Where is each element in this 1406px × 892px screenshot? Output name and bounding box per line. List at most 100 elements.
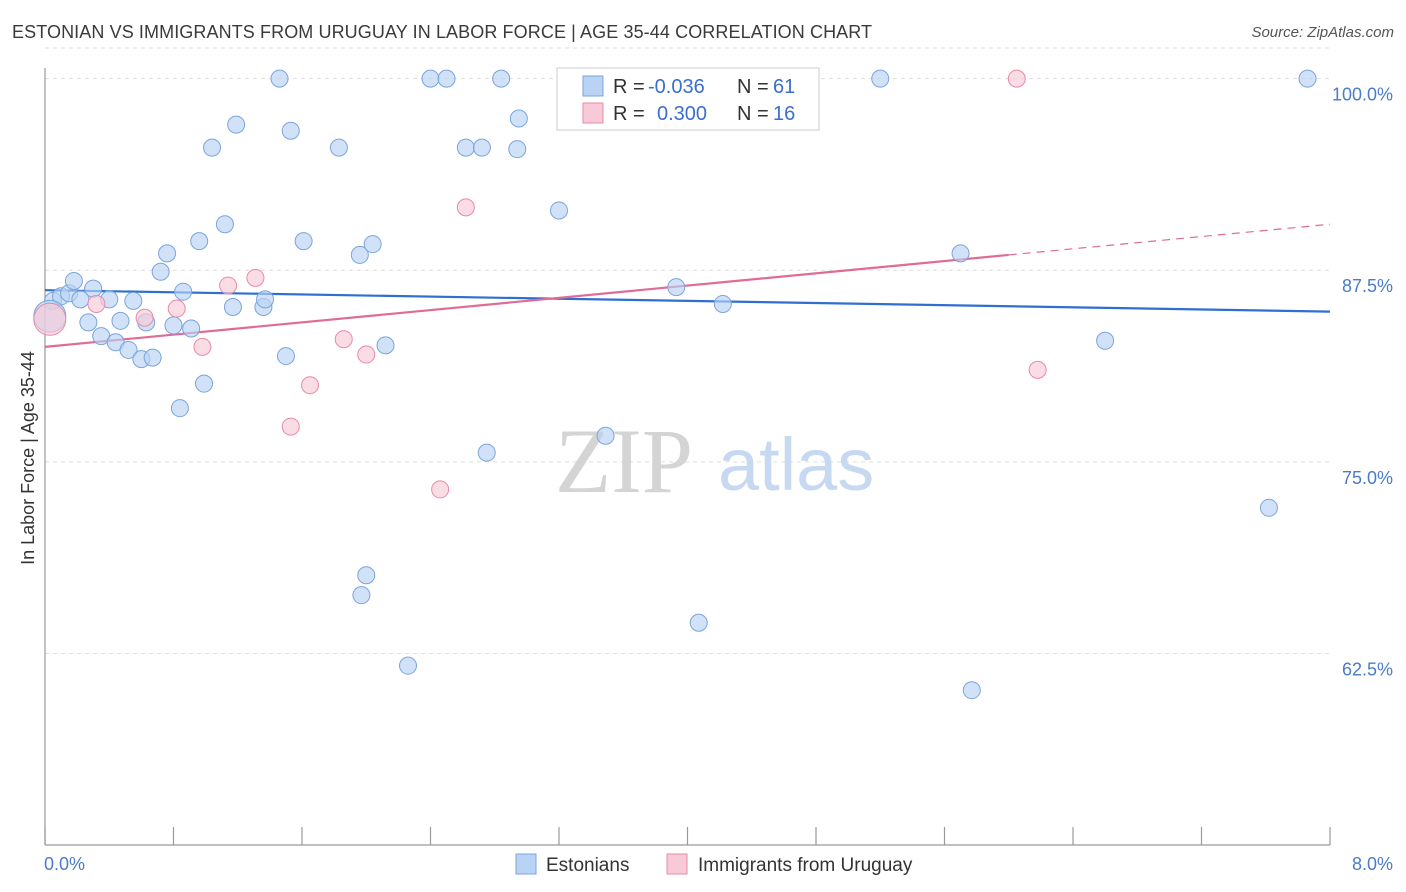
bottom-legend-swatch-estonians xyxy=(515,853,537,875)
legend-swatch-estonians xyxy=(582,75,604,97)
estonian-point-40 xyxy=(456,138,475,157)
uruguay-point-8 xyxy=(301,376,320,395)
x-tick-label-0: 0.0% xyxy=(44,854,85,874)
uruguay-point-4 xyxy=(193,337,212,356)
estonian-point-12 xyxy=(124,291,143,310)
grid-lines xyxy=(45,47,1330,654)
estonian-point-49 xyxy=(357,566,376,585)
trend-lines xyxy=(44,223,1331,348)
estonian-point-45 xyxy=(509,109,528,128)
estonian-point-3 xyxy=(64,271,83,290)
y-tick-labels: 62.5% 75.0% 87.5% 100.0% xyxy=(1332,85,1393,680)
legend-n-value-1: 61 xyxy=(773,76,795,98)
estonian-point-5 xyxy=(79,313,98,332)
y-tick-label-0: 62.5% xyxy=(1342,659,1393,679)
estonian-point-48 xyxy=(352,586,371,605)
estonian-point-53 xyxy=(713,294,732,313)
estonian-point-52 xyxy=(689,613,708,632)
estonian-point-20 xyxy=(174,282,193,301)
uruguay-point-0 xyxy=(33,302,67,336)
estonian-point-47 xyxy=(596,426,615,445)
legend-n-value-2: 16 xyxy=(773,103,795,125)
estonian-point-32 xyxy=(281,121,300,140)
legend-r-label-1: R = xyxy=(613,76,645,98)
bottom-legend-uruguay: Immigrants from Uruguay xyxy=(698,855,913,876)
estonian-point-30 xyxy=(270,69,289,88)
legend-swatch-uruguay xyxy=(582,102,604,124)
y-axis-label: In Labor Force | Age 35-44 xyxy=(18,351,38,565)
uruguay-point-12 xyxy=(456,198,475,217)
uruguay-point-1 xyxy=(87,294,106,313)
estonian-point-35 xyxy=(350,245,369,264)
estonian-point-25 xyxy=(215,215,234,234)
watermark-zip: ZIP xyxy=(555,410,693,512)
estonian-point-51 xyxy=(667,278,686,297)
legend-n-label-1: N = xyxy=(737,76,769,98)
chart-title: ESTONIAN VS IMMIGRANTS FROM URUGUAY IN L… xyxy=(12,22,873,42)
estonian-point-26 xyxy=(223,298,242,317)
estonian-point-17 xyxy=(158,244,177,263)
x-tick-label-1: 8.0% xyxy=(1352,854,1393,874)
uruguay-point-9 xyxy=(334,330,353,349)
estonian-point-44 xyxy=(508,140,527,159)
estonian-point-6 xyxy=(84,279,103,298)
estonian-point-10 xyxy=(111,311,130,330)
trend-line-1 xyxy=(44,253,1009,348)
y-tick-label-1: 75.0% xyxy=(1342,468,1393,488)
chart-source: Source: ZipAtlas.com xyxy=(1251,24,1394,41)
legend-r-label-2: R = xyxy=(613,103,645,125)
estonian-point-50 xyxy=(399,656,418,675)
estonian-point-21 xyxy=(182,319,201,338)
estonian-point-34 xyxy=(329,138,348,157)
estonian-point-54 xyxy=(871,69,890,88)
estonian-point-22 xyxy=(190,232,209,251)
uruguay-point-14 xyxy=(1028,360,1047,379)
correlation-legend: R = -0.036 N = 61 R = 0.300 N = 16 xyxy=(556,67,820,131)
estonian-point-31 xyxy=(276,347,295,366)
uruguay-point-13 xyxy=(1007,69,1026,88)
legend-r-value-1: -0.036 xyxy=(648,76,705,98)
estonian-point-24 xyxy=(203,138,222,157)
estonian-point-38 xyxy=(421,69,440,88)
bottom-legend-estonians: Estonians xyxy=(546,855,629,876)
legend-r-value-2: 0.300 xyxy=(657,103,707,125)
data-points xyxy=(33,69,1317,700)
estonian-point-58 xyxy=(1259,498,1278,517)
estonian-point-59 xyxy=(1298,69,1317,88)
estonian-point-41 xyxy=(472,138,491,157)
estonian-point-57 xyxy=(1096,331,1115,350)
estonian-point-19 xyxy=(170,399,189,418)
x-tick-labels: 0.0% 8.0% xyxy=(44,854,1393,874)
estonian-point-23 xyxy=(195,374,214,393)
estonian-point-27 xyxy=(227,115,246,134)
estonian-point-46 xyxy=(550,201,568,220)
uruguay-point-2 xyxy=(135,308,154,327)
estonian-point-33 xyxy=(294,232,313,251)
y-tick-label-2: 87.5% xyxy=(1342,276,1393,296)
legend-n-label-2: N = xyxy=(737,103,769,125)
estonian-point-56 xyxy=(962,681,981,700)
y-tick-label-3: 100.0% xyxy=(1332,85,1393,105)
estonian-point-36 xyxy=(363,235,382,254)
uruguay-point-6 xyxy=(246,268,265,287)
uruguay-point-3 xyxy=(167,299,186,318)
estonian-point-18 xyxy=(164,316,183,335)
estonian-point-37 xyxy=(376,336,395,355)
series-legend: Estonians Immigrants from Uruguay xyxy=(515,853,913,876)
estonian-point-29 xyxy=(256,290,275,309)
uruguay-point-11 xyxy=(431,480,450,499)
bottom-legend-swatch-uruguay xyxy=(666,853,688,875)
estonian-point-55 xyxy=(951,244,970,263)
uruguay-point-5 xyxy=(219,276,238,295)
estonian-point-43 xyxy=(492,69,511,88)
axes xyxy=(44,68,1331,846)
estonian-point-15 xyxy=(143,348,162,367)
estonian-point-11 xyxy=(119,340,138,359)
estonian-point-42 xyxy=(477,443,496,462)
uruguay-point-10 xyxy=(357,345,376,364)
estonian-point-39 xyxy=(437,69,456,88)
trend-line-2 xyxy=(1008,223,1331,256)
estonian-point-16 xyxy=(151,262,170,281)
watermark-atlas: atlas xyxy=(718,423,874,506)
